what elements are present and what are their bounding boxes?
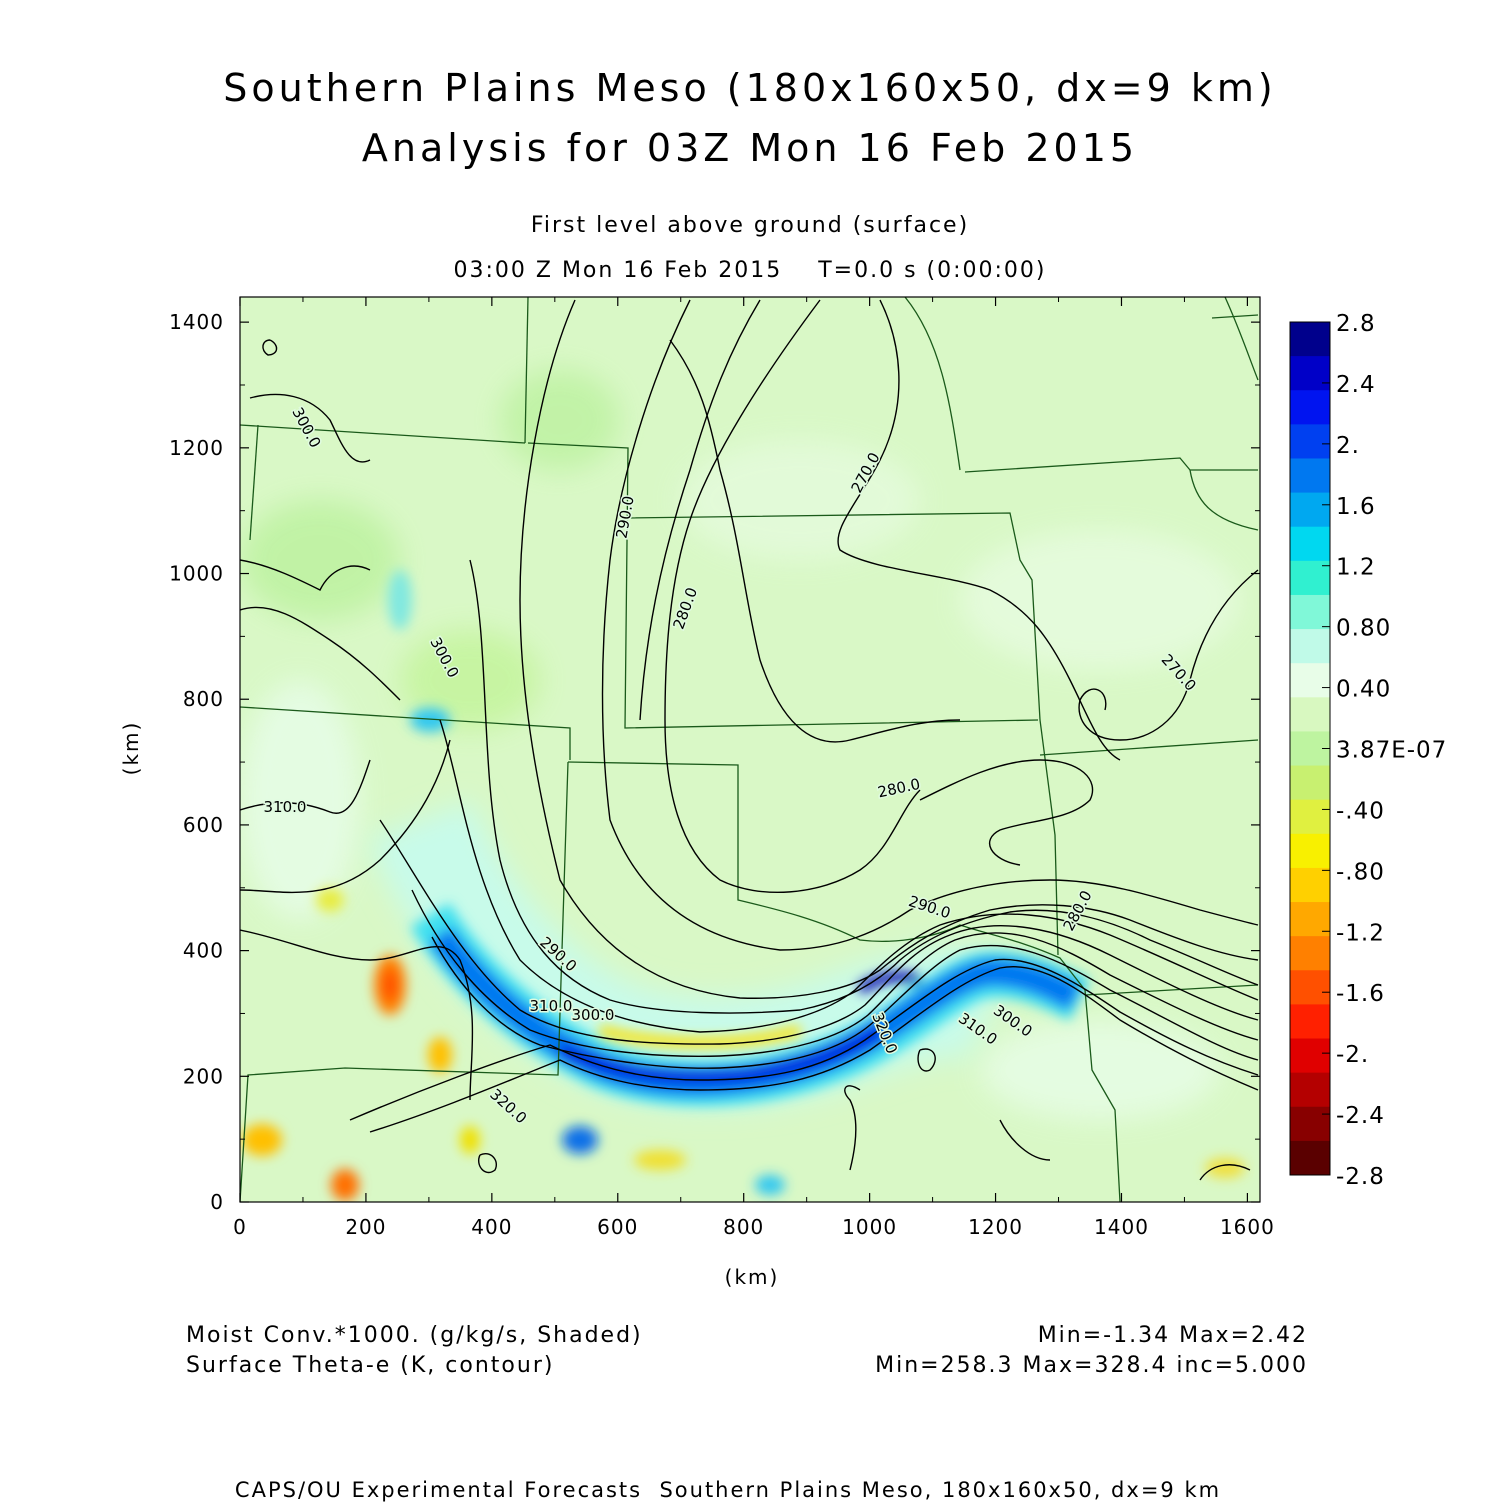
colorbar-swatch [1290,799,1330,835]
colorbar-swatch [1290,1038,1330,1074]
y-tick-label: 400 [183,939,224,963]
colorbar-label: -1.6 [1336,981,1385,1007]
x-tick-label: 1600 [1220,1215,1275,1239]
colorbar-swatch [1290,390,1330,425]
colorbar-swatch [1290,697,1330,732]
y-tick-label: 600 [183,813,224,837]
y-tick-label: 1200 [169,436,224,460]
y-tick-label: 1000 [169,562,224,586]
colorbar-swatch [1290,560,1330,596]
colorbar-label: -.80 [1336,859,1385,885]
shaded-field [240,297,1260,1202]
time-subtitle: 03:00 Z Mon 16 Feb 2015 T=0.0 s (0:00:00… [453,258,1047,283]
colorbar-swatch [1290,356,1330,391]
colorbar-label: 0.80 [1336,616,1391,642]
colorbar-label: -2.8 [1336,1164,1385,1190]
chart-title-line1: Southern Plains Meso (180x160x50, dx=9 k… [223,66,1277,110]
contour-field-stats: Min=258.3 Max=328.4 inc=5.000 [875,1353,1308,1378]
y-axis-label: (km) [119,721,143,776]
colorbar-label: 1.6 [1336,494,1376,520]
credit-line: CAPS/OU Experimental Forecasts Southern … [234,1478,1222,1502]
x-tick-label: 0 [233,1215,247,1239]
contour-field-label: Surface Theta-e (K, contour) [186,1353,555,1378]
colorbar-swatch [1290,867,1330,903]
colorbar-swatch [1290,629,1330,664]
level-subtitle: First level above ground (surface) [530,213,970,238]
colorbar-swatch [1290,1140,1330,1176]
colorbar-swatch [1290,970,1330,1005]
colorbar-label: 2. [1336,433,1360,459]
colorbar-swatch [1290,1004,1330,1040]
x-tick-label: 1000 [842,1215,897,1239]
contour-label: 300.0 [572,1006,615,1024]
colorbar-label: -2. [1336,1042,1369,1068]
plot-frame [239,296,1261,1203]
y-tick-label: 800 [183,687,224,711]
colorbar-swatch [1290,765,1330,801]
colorbar-swatch [1290,322,1330,357]
y-tick-label: 1400 [169,310,224,334]
y-tick-label: 0 [210,1190,224,1214]
colorbar-label: 2.8 [1336,311,1376,337]
colorbar: 2.8 2.4 2. 1.6 1.2 0.80 0.40 3.87E-07 -.40 -.80 -1… [1289,311,1447,1190]
colorbar-swatch [1290,663,1330,698]
y-tick-label: 200 [183,1064,224,1088]
y-axis: 0 200 400 600 800 1000 1200 1400 [169,310,1260,1214]
colorbar-label: -.40 [1336,798,1385,824]
colorbar-swatch [1290,1072,1330,1108]
colorbar-swatch [1290,424,1330,459]
colorbar-label: 2.4 [1336,372,1376,398]
shaded-field-label: Moist Conv.*1000. (g/kg/s, Shaded) [186,1323,643,1348]
shaded-field-stats: Min=-1.34 Max=2.42 [1037,1323,1308,1348]
colorbar-label: 0.40 [1336,677,1391,703]
colorbar-label: 1.2 [1336,555,1376,581]
colorbar-swatch [1290,1106,1330,1142]
x-tick-label: 800 [723,1215,764,1239]
colorbar-swatch [1290,594,1330,630]
colorbar-label: 3.87E-07 [1336,738,1447,764]
x-tick-label: 200 [345,1215,386,1239]
chart-title-line2: Analysis for 03Z Mon 16 Feb 2015 [361,126,1139,170]
colorbar-swatch [1290,458,1330,494]
x-tick-label: 400 [471,1215,512,1239]
x-tick-label: 1200 [968,1215,1023,1239]
x-axis-label: (km) [725,1265,780,1289]
x-axis: 0 200 400 600 800 1000 1200 1400 1600 [233,297,1275,1239]
colorbar-label: -2.4 [1336,1103,1385,1129]
theta-e-contours [240,299,1259,1181]
contour-label: 310.0 [264,798,307,816]
colorbar-swatch [1290,936,1330,971]
x-tick-label: 600 [597,1215,638,1239]
colorbar-swatch [1290,526,1330,562]
contour-label: 310.0 [530,997,573,1015]
colorbar-swatch [1290,492,1330,528]
colorbar-swatch [1290,833,1330,869]
x-tick-label: 1400 [1094,1215,1149,1239]
colorbar-label: -1.2 [1336,920,1385,946]
